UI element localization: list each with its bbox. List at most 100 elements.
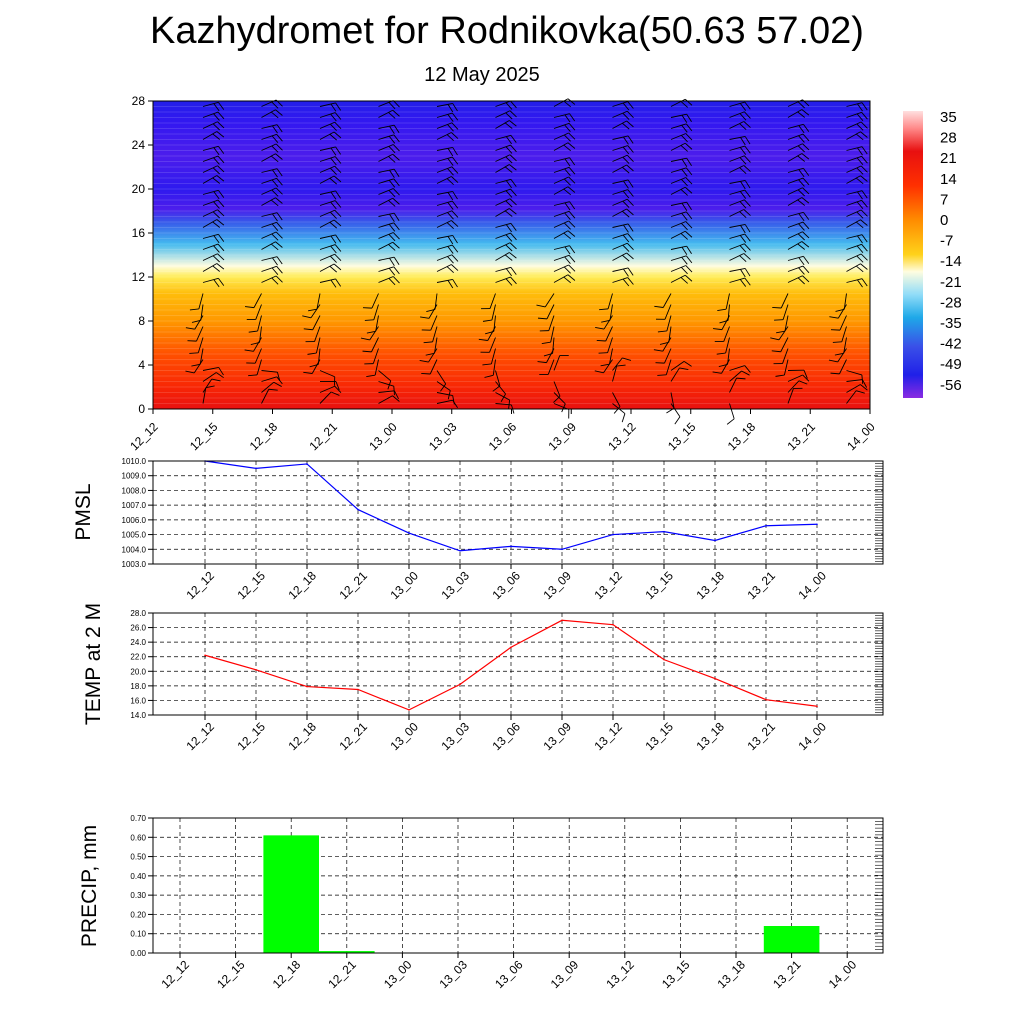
wind-barb-flag xyxy=(504,210,513,217)
wind-barb-shaft xyxy=(315,337,321,354)
wind-barb-shaft xyxy=(261,212,278,217)
wind-barb-flag xyxy=(366,374,376,378)
y-tick-label: 22.0 xyxy=(130,653,146,662)
wind-barb-flag xyxy=(504,122,513,129)
wind-barb-flag xyxy=(599,308,609,311)
wind-barb-shaft xyxy=(607,293,613,310)
wind-barb-flag xyxy=(509,164,517,171)
wind-barb-flag xyxy=(394,390,399,400)
wind-barb-flag xyxy=(744,233,751,242)
wind-barb-shaft xyxy=(612,365,618,382)
y-tick-label: 0.60 xyxy=(130,833,146,842)
wind-barb-shaft xyxy=(846,253,862,261)
wind-barb-flag xyxy=(801,241,810,248)
wind-barb-flag xyxy=(803,168,810,176)
wind-barb-shaft xyxy=(839,359,847,375)
wind-barb-shaft xyxy=(553,210,570,217)
colorbar-label: -28 xyxy=(940,294,962,311)
wind-barb-flag xyxy=(308,308,318,312)
wind-barb-flag xyxy=(564,168,571,177)
x-tick-label: 13_09 xyxy=(546,419,580,453)
wind-barb-shaft xyxy=(495,370,501,387)
wind-barb-flag xyxy=(509,208,517,215)
wind-barb-flag xyxy=(798,179,805,187)
wind-barb-flag xyxy=(451,254,459,262)
wind-barb-flag xyxy=(447,256,454,264)
wind-barb-flag xyxy=(505,156,513,164)
wind-barb-flag xyxy=(387,380,392,390)
wind-barb-flag xyxy=(627,277,634,285)
wind-barb-shaft xyxy=(729,136,746,140)
wind-barb-flag xyxy=(330,279,337,288)
wind-barb-flag xyxy=(739,201,747,209)
wind-barb-shaft xyxy=(378,232,394,239)
wind-barb-flag xyxy=(509,120,517,127)
wind-barb-shaft xyxy=(670,221,687,228)
wind-barb-flag xyxy=(389,213,395,222)
wind-barb-shaft xyxy=(319,209,335,217)
wind-barb-shaft xyxy=(670,274,686,283)
wind-barb-shaft xyxy=(254,348,262,364)
wind-barb-shaft xyxy=(612,101,628,107)
wind-barb-flag xyxy=(509,252,517,259)
wind-barb-flag xyxy=(685,167,693,176)
wind-barb-shaft xyxy=(843,337,847,354)
wind-barb-shaft xyxy=(436,220,452,228)
wind-barb-flag xyxy=(388,135,396,144)
wind-barb-shaft xyxy=(787,187,803,195)
wind-barb-flag xyxy=(447,192,454,201)
wind-barb-flag xyxy=(452,235,458,244)
wind-barb-flag xyxy=(798,380,808,385)
wind-barb-flag xyxy=(770,337,780,341)
wind-barb-shaft xyxy=(436,399,453,404)
pmsl-point xyxy=(408,532,410,534)
wind-barb-shaft xyxy=(319,190,336,195)
wind-barb-shaft xyxy=(319,146,336,151)
wind-barb-flag xyxy=(388,189,396,198)
wind-barb-shaft xyxy=(846,384,861,393)
wind-barb-flag xyxy=(685,221,693,229)
wind-barb-shaft xyxy=(787,177,804,184)
wind-barb-flag xyxy=(452,103,458,112)
wind-barb-flag xyxy=(452,156,459,165)
colorbar-label: -14 xyxy=(940,253,962,270)
wind-barb-shaft xyxy=(202,243,219,250)
wind-barb-flag xyxy=(683,360,692,367)
wind-barb-flag xyxy=(447,158,454,166)
wind-barb-flag xyxy=(685,265,693,273)
colorbar-label: -42 xyxy=(940,336,962,353)
wind-barb-shaft xyxy=(495,188,511,195)
wind-barb-shaft xyxy=(436,381,451,391)
wind-barb-shaft xyxy=(553,186,569,195)
wind-barb-flag xyxy=(213,235,220,244)
wind-barb-shaft xyxy=(255,304,262,320)
wind-barb-shaft xyxy=(378,256,395,261)
wind-barb-shaft xyxy=(436,103,453,107)
wind-barb-shaft xyxy=(261,124,278,129)
y-tick-label: 0.30 xyxy=(130,891,146,900)
wind-barb-shaft xyxy=(202,165,218,173)
wind-barb-flag xyxy=(679,367,689,371)
pmsl-point xyxy=(255,467,257,470)
wind-barb-flag xyxy=(680,101,688,108)
wind-barb-shaft xyxy=(202,189,219,195)
wind-barb-flag xyxy=(860,209,868,217)
wind-barb-flag xyxy=(797,155,805,162)
wind-barb-shaft xyxy=(612,267,629,272)
wind-barb-shaft xyxy=(609,304,613,321)
wind-barb-shaft xyxy=(495,208,510,217)
wind-barb-shaft xyxy=(553,201,570,206)
wind-barb-shaft xyxy=(783,359,789,376)
wind-barb-shaft xyxy=(662,337,672,352)
wind-barb-flag xyxy=(271,125,278,134)
wind-barb-flag xyxy=(189,308,199,311)
wind-barb-flag xyxy=(623,180,629,189)
wind-barb-flag xyxy=(334,253,342,262)
wind-barb-shaft xyxy=(609,348,613,365)
x-tick-label: 12_12 xyxy=(159,957,193,991)
wind-barb-flag xyxy=(856,113,864,122)
wind-barb-flag xyxy=(388,145,396,154)
wind-barb-flag xyxy=(393,386,395,396)
wind-barb-flag xyxy=(622,190,630,199)
temp-point xyxy=(663,658,665,661)
